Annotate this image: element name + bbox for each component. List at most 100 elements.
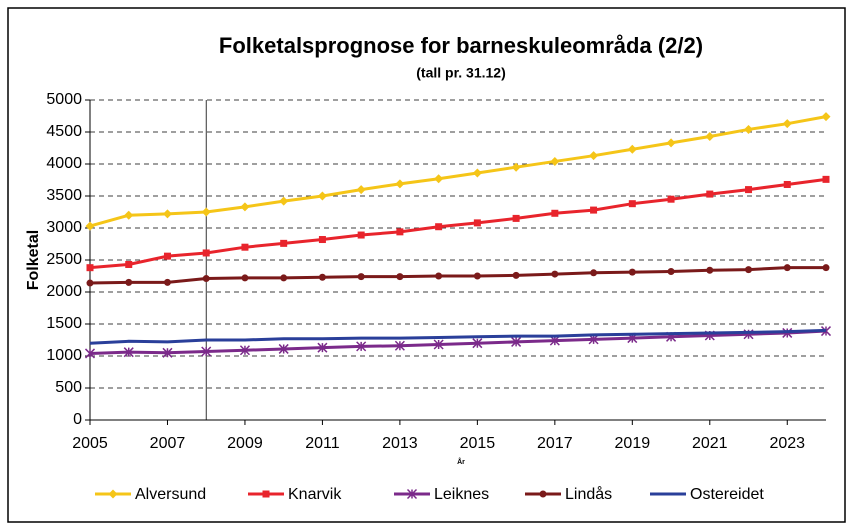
- y-tick-label: 2500: [46, 251, 82, 268]
- marker: [627, 144, 637, 154]
- marker: [241, 243, 249, 251]
- marker: [162, 347, 173, 358]
- marker: [589, 151, 599, 161]
- marker: [473, 219, 481, 227]
- series-line: [89, 177, 827, 270]
- y-tick-label: 4000: [46, 155, 82, 172]
- marker: [108, 489, 118, 499]
- y-tick-label: 1000: [46, 347, 82, 364]
- y-tick-label: 4500: [46, 123, 82, 140]
- marker: [782, 119, 792, 129]
- marker: [125, 278, 133, 286]
- marker: [512, 271, 520, 279]
- marker: [628, 268, 636, 276]
- marker: [472, 338, 483, 349]
- marker: [745, 266, 753, 274]
- series-line: [89, 328, 827, 345]
- marker: [406, 488, 418, 500]
- marker: [706, 266, 714, 274]
- marker: [278, 343, 289, 354]
- marker: [511, 162, 521, 172]
- marker: [85, 221, 95, 231]
- marker: [356, 185, 366, 195]
- marker: [512, 214, 520, 222]
- series-line: [89, 115, 827, 228]
- series-line: [89, 329, 827, 355]
- marker: [395, 179, 405, 189]
- legend-label: Knarvik: [288, 486, 342, 503]
- x-tick-label: 2013: [382, 435, 418, 452]
- marker: [163, 278, 171, 286]
- y-tick-label: 500: [55, 379, 82, 396]
- marker: [280, 239, 288, 247]
- marker: [317, 342, 328, 353]
- marker: [356, 341, 367, 352]
- marker: [394, 340, 405, 351]
- marker: [551, 270, 559, 278]
- marker: [434, 174, 444, 184]
- marker: [539, 490, 547, 498]
- legend-label: Lindås: [565, 485, 612, 503]
- marker: [163, 252, 171, 260]
- marker: [262, 490, 270, 498]
- marker: [280, 274, 288, 282]
- marker: [202, 275, 210, 283]
- marker: [821, 112, 831, 122]
- marker: [125, 260, 133, 268]
- marker: [511, 336, 522, 347]
- marker: [783, 264, 791, 272]
- marker: [590, 206, 598, 214]
- marker: [396, 228, 404, 236]
- marker: [201, 346, 212, 357]
- x-axis-label: År: [457, 457, 465, 466]
- marker: [550, 156, 560, 166]
- marker: [357, 273, 365, 281]
- marker: [433, 339, 444, 350]
- x-tick-label: 2021: [692, 435, 728, 452]
- marker: [84, 348, 96, 359]
- series-line: [89, 266, 826, 285]
- marker: [744, 124, 754, 134]
- marker: [357, 231, 365, 239]
- x-tick-label: 2017: [537, 435, 573, 452]
- legend-label: Ostereidet: [690, 486, 764, 503]
- chart-frame: [7, 7, 846, 523]
- marker: [241, 274, 249, 282]
- x-tick-label: 2005: [72, 435, 108, 452]
- x-tick-label: 2007: [150, 435, 186, 452]
- marker: [202, 249, 210, 257]
- marker: [279, 196, 289, 206]
- marker: [435, 223, 443, 231]
- marker: [745, 186, 753, 194]
- x-tick-label: 2011: [305, 435, 340, 452]
- marker: [435, 272, 443, 280]
- y-tick-label: 5000: [46, 91, 82, 108]
- y-axis-label: Folketal: [25, 230, 42, 290]
- marker: [317, 191, 327, 201]
- marker: [822, 264, 830, 272]
- chart-title: Folketalsprognose for barneskuleområda (…: [219, 33, 703, 58]
- marker: [705, 131, 715, 141]
- legend-label: Alversund: [135, 486, 206, 503]
- marker: [86, 264, 94, 272]
- marker: [822, 175, 830, 183]
- marker: [666, 138, 676, 148]
- marker: [123, 347, 134, 358]
- marker: [318, 273, 326, 281]
- marker: [240, 202, 250, 212]
- y-tick-label: 3000: [46, 219, 82, 236]
- marker: [628, 200, 636, 208]
- marker: [318, 236, 326, 244]
- marker: [590, 269, 598, 277]
- marker: [396, 273, 404, 281]
- marker: [124, 210, 134, 220]
- marker: [472, 168, 482, 178]
- marker: [473, 272, 481, 280]
- legend-label: Leiknes: [434, 486, 489, 503]
- y-tick-label: 1500: [46, 315, 82, 332]
- x-tick-label: 2015: [460, 435, 496, 452]
- y-tick-label: 2000: [46, 283, 82, 300]
- marker: [706, 190, 714, 198]
- x-tick-label: 2023: [769, 435, 805, 452]
